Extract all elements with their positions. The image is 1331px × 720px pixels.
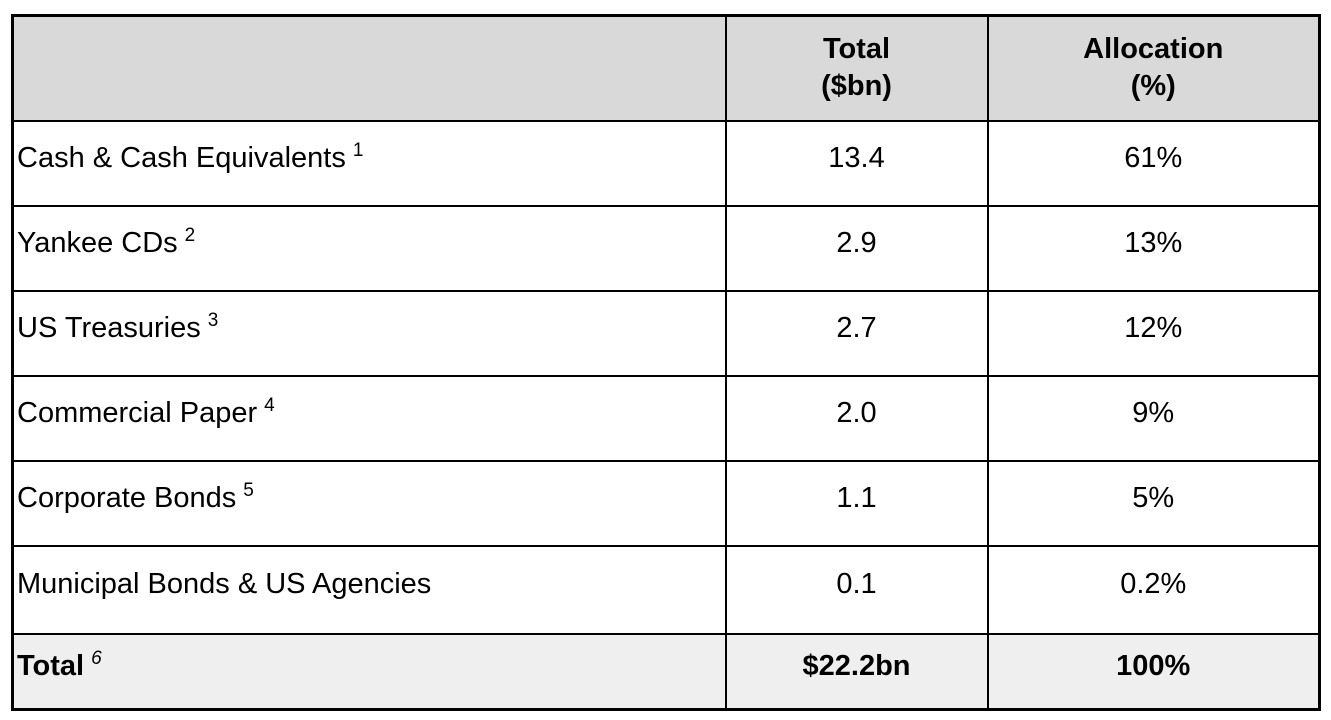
footnote-marker: 5 xyxy=(243,479,254,501)
row-label: Corporate Bonds xyxy=(17,481,237,514)
row-label: Municipal Bonds & US Agencies xyxy=(17,568,432,600)
row-total-value: 2.0 xyxy=(724,374,989,462)
footnote-marker: 3 xyxy=(207,309,219,331)
row-total-value: 0.1 xyxy=(724,544,989,635)
footnote-marker: 2 xyxy=(184,224,196,246)
row-label-cell: US Treasuries 3 xyxy=(11,289,727,377)
row-total-value: 2.7 xyxy=(724,289,989,377)
row-label-cell: Municipal Bonds & US Agencies xyxy=(11,544,727,635)
table-row-corporate-bonds: Corporate Bonds 5 1.1 5% xyxy=(11,459,1321,547)
row-allocation-value: 13% xyxy=(986,204,1321,292)
row-label-cell: Commercial Paper 4 xyxy=(11,374,727,462)
row-total-value: 2.9 xyxy=(724,204,989,292)
header-empty-cell xyxy=(11,14,727,122)
row-total-value: 1.1 xyxy=(724,459,989,547)
row-total-value: 13.4 xyxy=(724,119,989,207)
table-row-cash: Cash & Cash Equivalents 1 13.4 61% xyxy=(11,119,1321,207)
footnote-marker: 1 xyxy=(352,139,364,161)
header-total-cell: Total ($bn) xyxy=(724,14,989,122)
row-label: Cash & Cash Equivalents xyxy=(17,141,346,174)
row-allocation-value: 61% xyxy=(986,119,1321,207)
row-label-cell: Corporate Bonds 5 xyxy=(11,459,727,547)
row-allocation-value: 5% xyxy=(986,459,1321,547)
footnote-marker: 4 xyxy=(264,394,275,416)
total-label: Total xyxy=(17,649,85,682)
table-row-commercial-paper: Commercial Paper 4 2.0 9% xyxy=(11,374,1321,462)
total-label-cell: Total 6 xyxy=(11,632,727,711)
table-row-municipal-bonds: Municipal Bonds & US Agencies 0.1 0.2% xyxy=(11,544,1321,635)
row-allocation-value: 12% xyxy=(986,289,1321,377)
header-allocation-cell: Allocation (%) xyxy=(986,14,1321,122)
header-allocation-line1: Allocation xyxy=(1083,33,1224,66)
table-row-yankee-cds: Yankee CDs 2 2.9 13% xyxy=(11,204,1321,292)
row-allocation-value: 0.2% xyxy=(986,544,1321,635)
table-header-row: Total ($bn) Allocation (%) xyxy=(11,14,1321,122)
footnote-marker: 6 xyxy=(91,647,102,669)
asset-allocation-table: Total ($bn) Allocation (%) Cash & Cash E… xyxy=(11,14,1321,711)
table-row-us-treasuries: US Treasuries 3 2.7 12% xyxy=(11,289,1321,377)
header-total-line1: Total xyxy=(822,33,891,66)
total-allocation-value: 100% xyxy=(986,632,1321,711)
header-total-line2: ($bn) xyxy=(821,70,892,103)
row-label: Commercial Paper xyxy=(17,396,258,429)
table-total-row: Total 6 $22.2bn 100% xyxy=(11,632,1321,711)
header-allocation-line2: (%) xyxy=(1130,70,1176,103)
row-label-cell: Yankee CDs 2 xyxy=(11,204,727,292)
total-total-value: $22.2bn xyxy=(724,632,989,711)
row-allocation-value: 9% xyxy=(986,374,1321,462)
row-label-cell: Cash & Cash Equivalents 1 xyxy=(11,119,727,207)
row-label: Yankee CDs xyxy=(17,226,178,259)
row-label: US Treasuries xyxy=(17,311,201,344)
